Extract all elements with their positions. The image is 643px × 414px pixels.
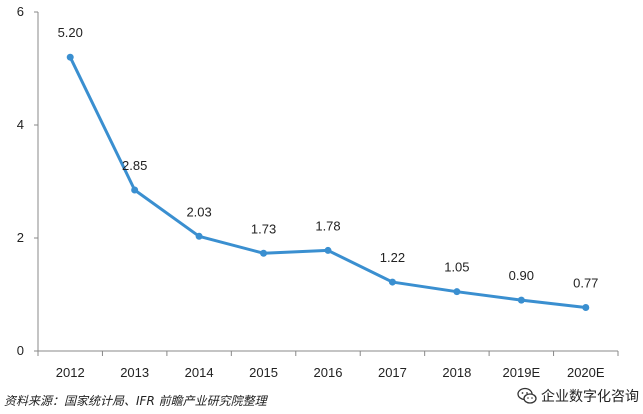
data-points: [66, 53, 590, 311]
data-label: 2.03: [186, 204, 211, 219]
data-label: 0.90: [509, 268, 534, 283]
data-label: 1.73: [251, 221, 276, 236]
data-point: [260, 249, 268, 257]
data-point: [388, 278, 396, 286]
data-label: 1.05: [444, 260, 469, 275]
x-tick-label: 2014: [185, 365, 214, 380]
data-label: 1.78: [315, 218, 340, 233]
data-point: [131, 186, 139, 194]
source-note: 资料来源：国家统计局、IFR 前瞻产业研究院整理: [4, 394, 267, 408]
data-point: [324, 246, 332, 254]
x-tick-label: 2019E: [503, 365, 541, 380]
y-tick-label: 6: [17, 4, 24, 19]
x-tick-label: 2013: [120, 365, 149, 380]
x-tick-label: 2018: [442, 365, 471, 380]
x-tick-label: 2015: [249, 365, 278, 380]
data-point: [195, 232, 203, 240]
x-tick-label: 2020E: [567, 365, 605, 380]
y-tick-label: 2: [17, 230, 24, 245]
y-axis: 0 2 4 6: [17, 4, 39, 358]
data-label: 2.85: [122, 158, 147, 173]
y-tick-label: 0: [17, 343, 24, 358]
x-axis: 2012 2013 2014 2015 2016 2017 2018 2019E 2020E: [37, 350, 619, 380]
data-point: [517, 296, 525, 304]
watermark-text: 企业数字化咨询: [541, 389, 639, 405]
data-label: 0.77: [573, 275, 598, 290]
data-label: 1.22: [380, 250, 405, 265]
x-tick-label: 2016: [314, 365, 343, 380]
watermark: 企业数字化咨询: [517, 386, 639, 406]
data-point: [453, 288, 461, 296]
data-labels: 5.20 2.85 2.03 1.73 1.78 1.22 1.05 0.90 0.77: [58, 25, 599, 290]
x-tick-label: 2012: [56, 365, 85, 380]
data-point: [582, 303, 590, 311]
data-label: 5.20: [58, 25, 83, 40]
wechat-icon: [517, 387, 537, 404]
x-tick-label: 2017: [378, 365, 407, 380]
data-point: [66, 53, 74, 61]
y-tick-label: 4: [17, 117, 24, 132]
